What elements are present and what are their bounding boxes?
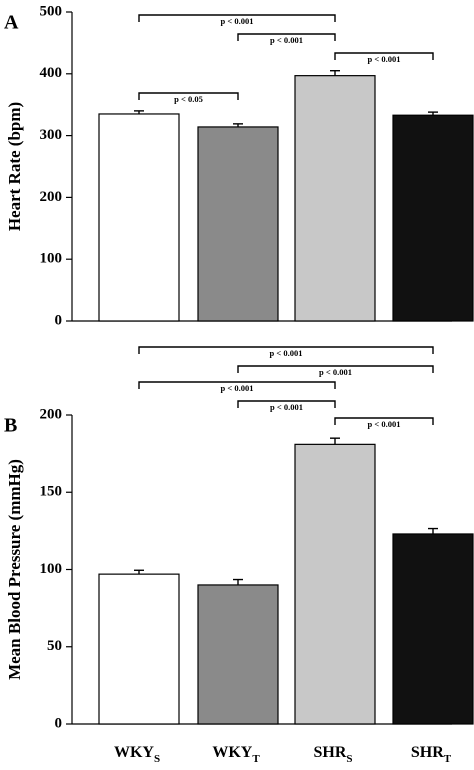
panel-letter: B	[4, 415, 17, 437]
significance-bracket	[334, 52, 434, 60]
bar-WKY_T	[197, 126, 279, 322]
significance-bracket	[138, 92, 239, 100]
significance-bracket	[237, 365, 434, 373]
bar-SHR_S	[294, 443, 376, 725]
significance-label: p < 0.001	[270, 348, 303, 358]
significance-label: p < 0.001	[368, 419, 401, 429]
x-category-label: SHRS	[313, 744, 352, 765]
y-tick-label: 0	[55, 312, 63, 328]
y-tick-label: 200	[40, 406, 63, 422]
y-tick-label: 400	[40, 65, 63, 81]
significance-label: p < 0.001	[319, 367, 352, 377]
significance-bracket	[237, 33, 336, 41]
panel-B: B 0 50 100 150 200 Mean Blood Pressure (mmHg) p…	[4, 346, 474, 731]
significance-label: p < 0.001	[270, 35, 303, 45]
y-axis-label: Mean Blood Pressure (mmHg)	[5, 459, 24, 680]
y-tick-label: 300	[40, 127, 63, 143]
bar-SHR_T	[392, 114, 474, 322]
significance-label: p < 0.001	[221, 16, 254, 26]
x-category-label: WKYT	[212, 744, 260, 765]
significance-bracket	[237, 400, 336, 408]
bar-SHR_T	[392, 533, 474, 725]
y-axis-label: Heart Rate (bpm)	[5, 102, 24, 231]
bar-WKY_S	[98, 113, 180, 322]
significance-bracket	[138, 346, 434, 354]
y-tick-label: 50	[47, 638, 62, 654]
significance-bracket	[138, 381, 336, 389]
y-tick-label: 100	[40, 561, 63, 577]
significance-label: p < 0.001	[221, 383, 254, 393]
significance-label: p < 0.001	[368, 54, 401, 64]
y-tick-label: 150	[40, 484, 63, 500]
significance-bracket	[138, 14, 336, 22]
bar-SHR_S	[294, 75, 376, 322]
panel-letter: A	[4, 12, 19, 34]
significance-label: p < 0.001	[270, 402, 303, 412]
x-category-label: SHRT	[411, 744, 452, 765]
significance-label: p < 0.05	[174, 94, 203, 104]
x-category-label: WKYS	[114, 744, 160, 765]
y-tick-label: 100	[40, 251, 63, 267]
bar-WKY_T	[197, 584, 279, 725]
significance-bracket	[334, 417, 434, 425]
bar-WKY_S	[98, 573, 180, 725]
panel-A: A 0 100 200 300 400 500 Heart Rate (bpm) p < 0.0…	[4, 3, 474, 328]
y-tick-label: 500	[40, 3, 63, 19]
y-tick-label: 0	[55, 715, 63, 731]
y-tick-label: 200	[40, 189, 63, 205]
